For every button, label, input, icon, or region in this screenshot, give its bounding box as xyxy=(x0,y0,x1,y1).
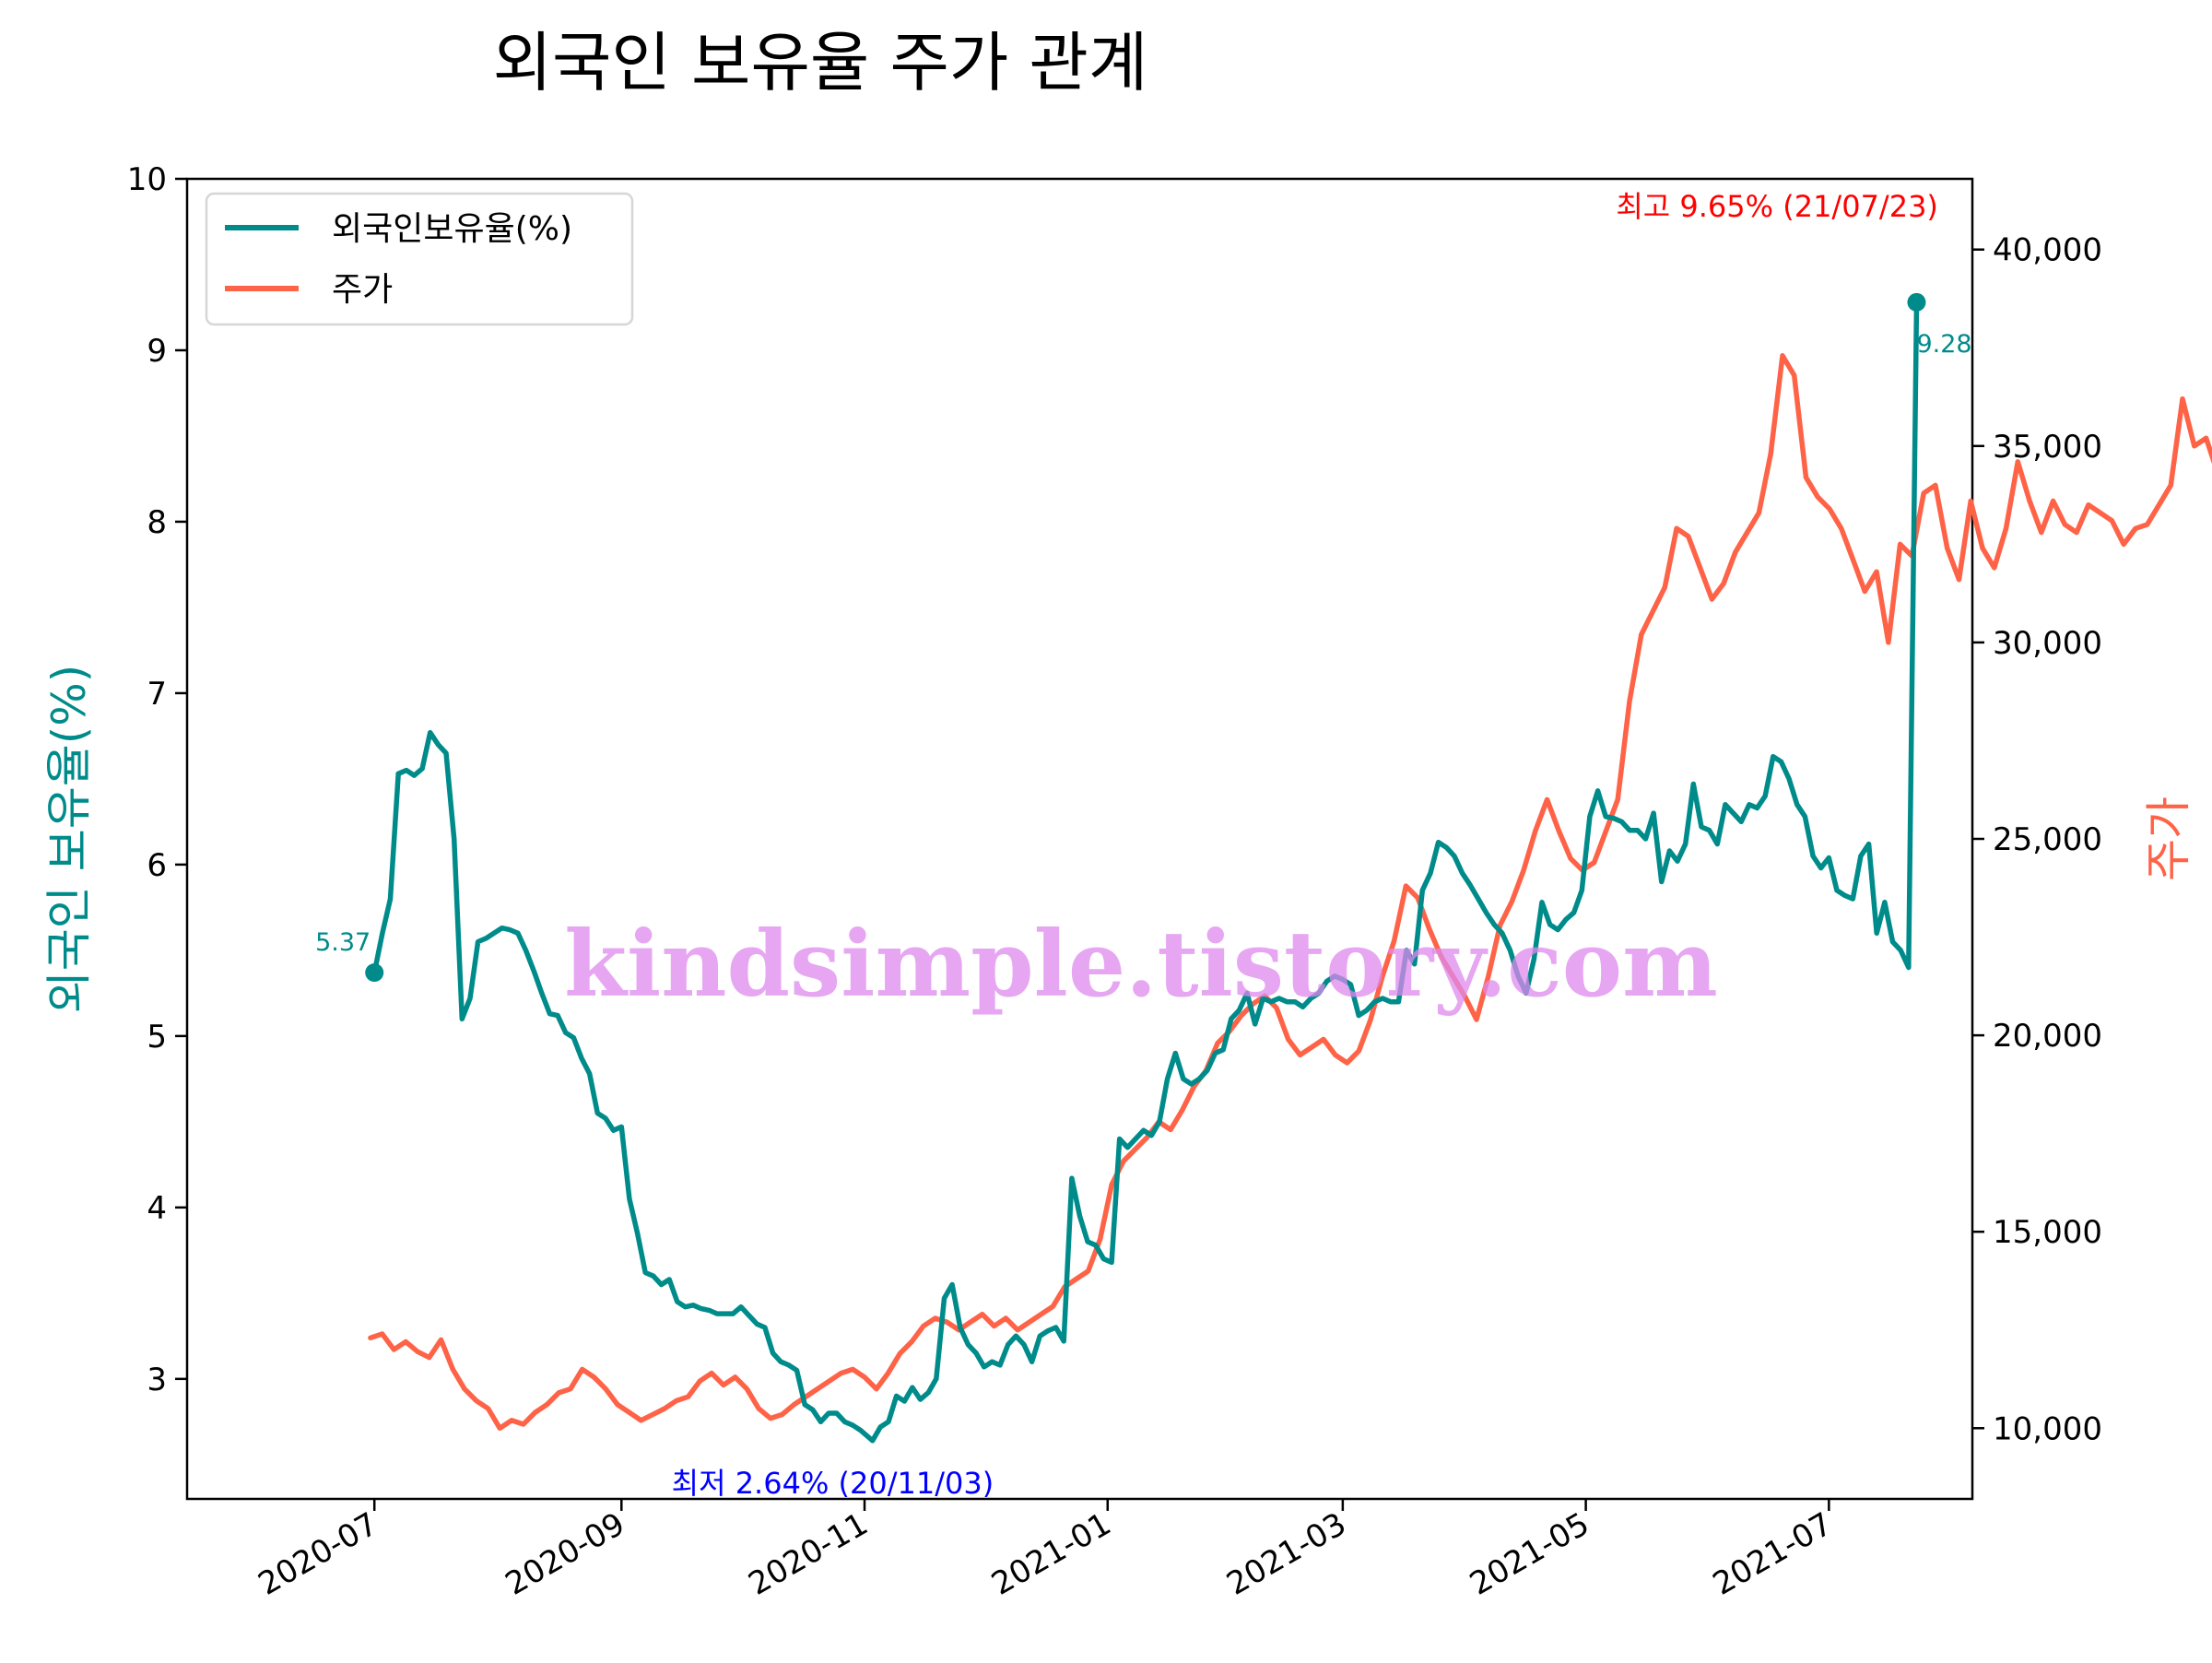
y-left-tick-label: 3 xyxy=(147,1362,167,1398)
y-right-tick-label: 30,000 xyxy=(1993,625,2102,662)
y-left-tick-label: 10 xyxy=(127,161,167,198)
legend-label-foreign-ratio: 외국인보유율(%) xyxy=(332,210,572,248)
y-left-tick-label: 6 xyxy=(147,847,167,884)
y-left-tick-label: 7 xyxy=(147,676,167,713)
y-axis-left-label: 외국인 보유율(%) xyxy=(42,665,96,1013)
y-right-tick-label: 15,000 xyxy=(1993,1214,2102,1251)
min-annotation: 최저 2.64% (20/11/03) xyxy=(672,1466,994,1501)
y-left-tick-label: 5 xyxy=(147,1019,167,1056)
start-value-label: 5.37 xyxy=(315,928,371,957)
y-right-tick-label: 25,000 xyxy=(1993,821,2102,858)
y-left-tick-label: 4 xyxy=(147,1190,167,1227)
y-axis-right-label: 주가 xyxy=(2142,796,2195,881)
y-left-tick-label: 9 xyxy=(147,333,167,370)
y-right-tick-label: 40,000 xyxy=(1993,232,2102,269)
y-right-tick-label: 10,000 xyxy=(1993,1410,2102,1447)
start-point-marker xyxy=(365,963,383,982)
legend: 외국인보유율(%) 주가 xyxy=(206,194,632,324)
max-annotation: 최고 9.65% (21/07/23) xyxy=(1616,189,1938,224)
y-right-tick-label: 35,000 xyxy=(1993,429,2102,466)
end-value-label: 9.28 xyxy=(1916,330,1971,359)
y-right-tick-label: 20,000 xyxy=(1993,1018,2102,1055)
legend-label-stock-price: 주가 xyxy=(332,271,393,309)
watermark: kindsimple.tistory.com xyxy=(564,912,1718,1018)
end-point-marker xyxy=(1907,293,1925,312)
chart-title: 외국인 보유율 주가 관계 xyxy=(493,25,1148,100)
y-left-tick-label: 8 xyxy=(147,504,167,541)
